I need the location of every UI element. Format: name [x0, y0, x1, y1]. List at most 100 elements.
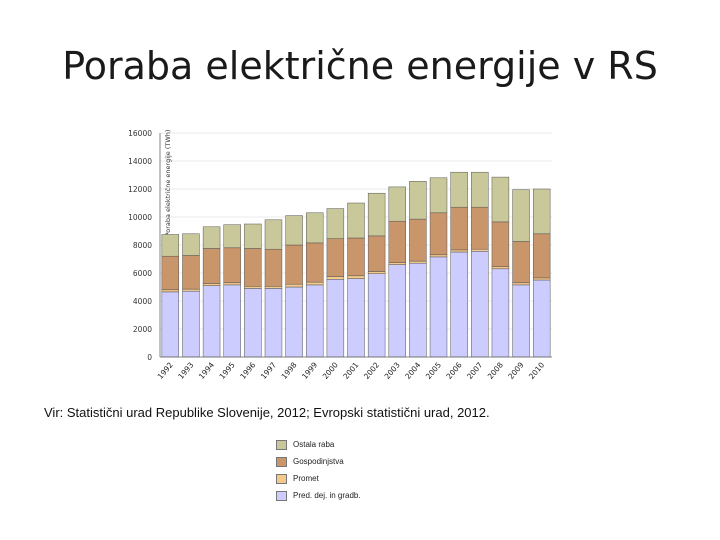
bar-segment: [409, 181, 427, 220]
bar-segment: [347, 202, 365, 239]
y-tick-label: 10000: [128, 213, 152, 222]
bar-segment: [532, 277, 551, 281]
legend-item: Promet: [276, 470, 361, 487]
bar-segment: [491, 266, 510, 270]
bar-segment: [306, 284, 324, 358]
bar-segment: [367, 235, 386, 272]
x-tick-label: 2010: [527, 360, 546, 381]
bar-segment: [450, 206, 468, 251]
bar-segment: [202, 248, 221, 284]
y-tick-label: 14000: [128, 157, 152, 166]
bar-segment: [182, 233, 200, 256]
bar-segment: [367, 271, 386, 274]
bar-segment: [512, 284, 530, 358]
bar-segment: [409, 218, 427, 262]
bar-segment: [244, 286, 262, 289]
bar-segment: [161, 291, 180, 358]
legend-label: Promet: [293, 474, 319, 483]
bar-segment: [285, 244, 303, 285]
bar-segment: [244, 288, 262, 358]
bar-segment: [491, 221, 510, 267]
slide-title: Poraba električne energije v RS: [62, 44, 658, 88]
legend-swatch: [276, 439, 287, 450]
bar-segment: [512, 282, 530, 286]
bar-segment: [471, 206, 489, 250]
legend-item: Pred. dej. in gradb.: [276, 487, 361, 504]
bar-segment: [429, 212, 448, 256]
x-tick-label: 2007: [465, 360, 484, 381]
bar-segment: [409, 262, 427, 358]
bar-segment: [429, 256, 448, 358]
bar-segment: [182, 290, 200, 358]
bar-segment: [347, 237, 365, 277]
bar-segment: [326, 208, 345, 239]
bar-segment: [367, 192, 386, 237]
bar-segment: [512, 241, 530, 284]
bar-segment: [182, 255, 200, 290]
bar-segment: [388, 220, 406, 263]
bar-segment: [223, 247, 241, 284]
legend-swatch: [276, 473, 287, 484]
bar-segment: [306, 242, 324, 283]
bar-segment: [512, 189, 530, 242]
bar-segment: [409, 260, 427, 264]
legend-swatch: [276, 490, 287, 501]
bar-segment: [202, 283, 221, 286]
x-tick-label: 2009: [506, 360, 525, 381]
bar-segment: [264, 248, 283, 287]
x-tick-label: 1992: [156, 360, 175, 381]
bar-segment: [450, 251, 468, 358]
legend-label: Pred. dej. in gradb.: [293, 491, 361, 500]
y-tick-label: 2000: [133, 325, 152, 334]
bar-segment: [264, 288, 283, 358]
legend-swatch: [276, 456, 287, 467]
bar-segment: [161, 255, 180, 291]
x-tick-label: 2003: [383, 360, 402, 381]
bar-segment: [326, 238, 345, 277]
legend-item: Gospodinjstva: [276, 453, 361, 470]
bar-segment: [264, 219, 283, 250]
bar-segment: [306, 281, 324, 286]
bar-segment: [326, 276, 345, 280]
bar-segment: [471, 171, 489, 208]
x-tick-label: 1997: [259, 360, 278, 381]
y-tick-label: 16000: [128, 129, 152, 138]
bar-segment: [532, 233, 551, 279]
bar-segment: [306, 212, 324, 244]
bar-segment: [264, 286, 283, 289]
bar-segment: [161, 234, 180, 257]
legend-label: Gospodinjstva: [293, 457, 344, 466]
x-tick-label: 2006: [445, 360, 464, 381]
bar-segment: [347, 278, 365, 358]
y-axis-title: Poraba električne energije (TWh): [164, 130, 172, 237]
x-tick-label: 1995: [218, 360, 237, 381]
bar-segment: [202, 226, 221, 249]
bar-segment: [223, 282, 241, 286]
bar-segment: [429, 177, 448, 214]
bar-segment: [347, 275, 365, 279]
bar-segment: [223, 224, 241, 249]
x-tick-label: 2004: [403, 360, 422, 381]
bar-segment: [285, 215, 303, 246]
bar-segment: [367, 273, 386, 358]
bar-segment: [429, 254, 448, 258]
bar-segment: [471, 248, 489, 252]
bar-segment: [491, 176, 510, 223]
bar-segment: [388, 262, 406, 265]
y-tick-label: 8000: [133, 241, 152, 250]
x-tick-label: 2001: [341, 360, 360, 381]
bar-segment: [285, 283, 303, 288]
y-tick-label: 0: [147, 353, 152, 362]
bar-segment: [388, 264, 406, 358]
x-tick-label: 2008: [486, 360, 505, 381]
bar-segment: [388, 186, 406, 222]
bar-segment: [285, 286, 303, 358]
x-tick-label: 1993: [176, 360, 195, 381]
chart-legend: Ostala raba Gospodinjstva Promet Pred. dej.…: [276, 436, 361, 504]
bar-segment: [223, 284, 241, 358]
y-tick-label: 6000: [133, 269, 152, 278]
source-citation: Vir: Statistični urad Republike Slovenij…: [44, 405, 490, 420]
bar-segment: [244, 223, 262, 249]
bar-segment: [244, 248, 262, 287]
